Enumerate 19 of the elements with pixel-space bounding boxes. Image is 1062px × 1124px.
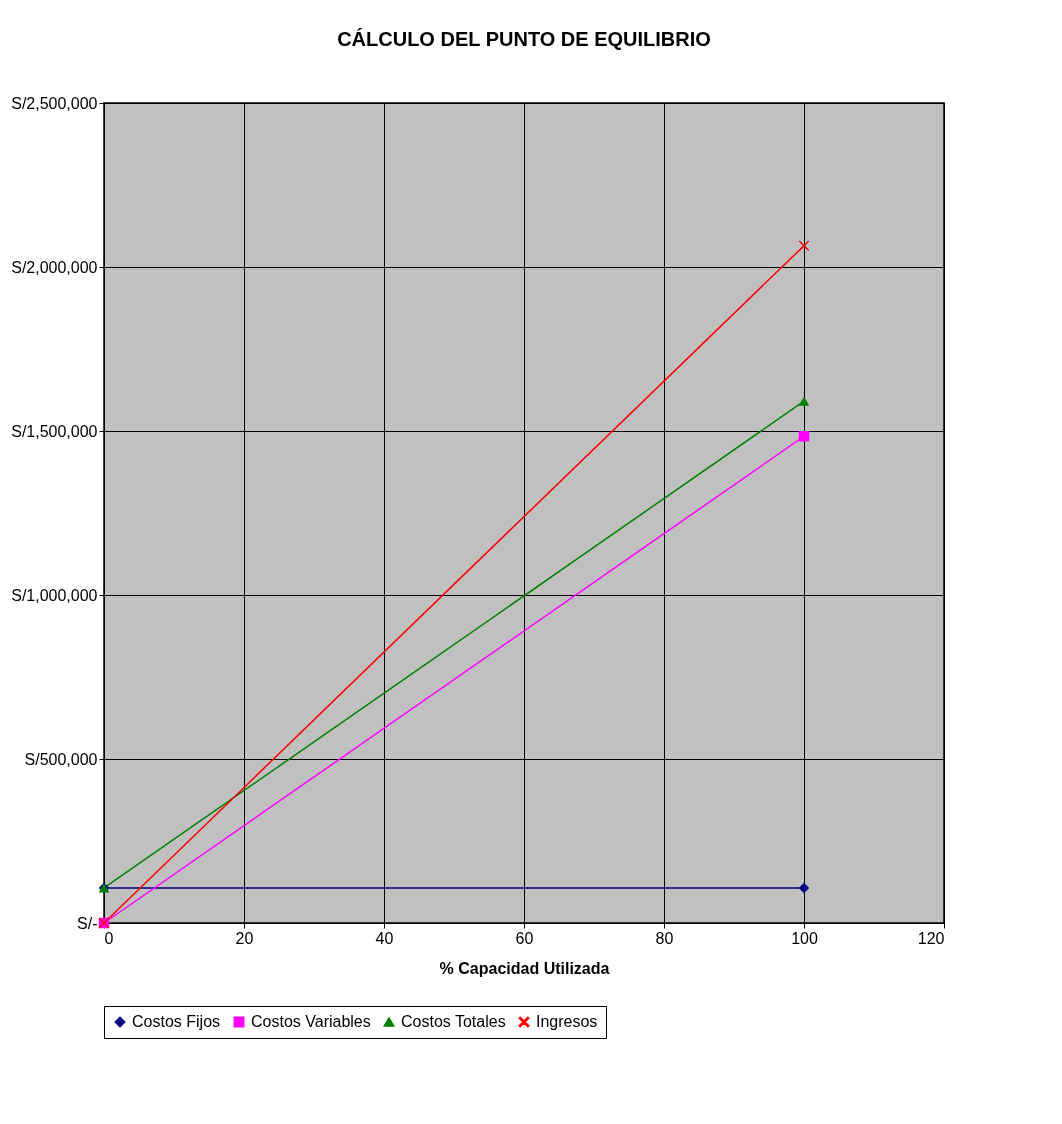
y-tick-label: S/2,500,000: [11, 94, 98, 112]
x-tick-label: 100: [791, 929, 818, 947]
legend-label: Ingresos: [536, 1013, 598, 1030]
y-tick-label: S/1,000,000: [11, 586, 98, 604]
legend-label: Costos Fijos: [132, 1013, 221, 1030]
x-axis-title: % Capacidad Utilizada: [439, 959, 610, 977]
y-tick-label: S/2,000,000: [11, 258, 98, 276]
legend-label: Costos Totales: [401, 1013, 506, 1030]
x-tick-label: 80: [655, 929, 674, 947]
x-tick-label: 0: [104, 929, 114, 947]
y-tick-label: S/1,500,000: [11, 422, 98, 440]
x-tick-label: 20: [235, 929, 254, 947]
x-tick-label: 40: [375, 929, 394, 947]
chart-title: CÁLCULO DEL PUNTO DE EQUILIBRIO: [337, 28, 711, 50]
legend-label: Costos Variables: [251, 1013, 371, 1030]
x-tick-label: 60: [515, 929, 534, 947]
y-tick-label: S/500,000: [24, 750, 98, 768]
y-tick-label: S/-: [77, 914, 98, 932]
x-tick-label: 120: [917, 929, 945, 947]
